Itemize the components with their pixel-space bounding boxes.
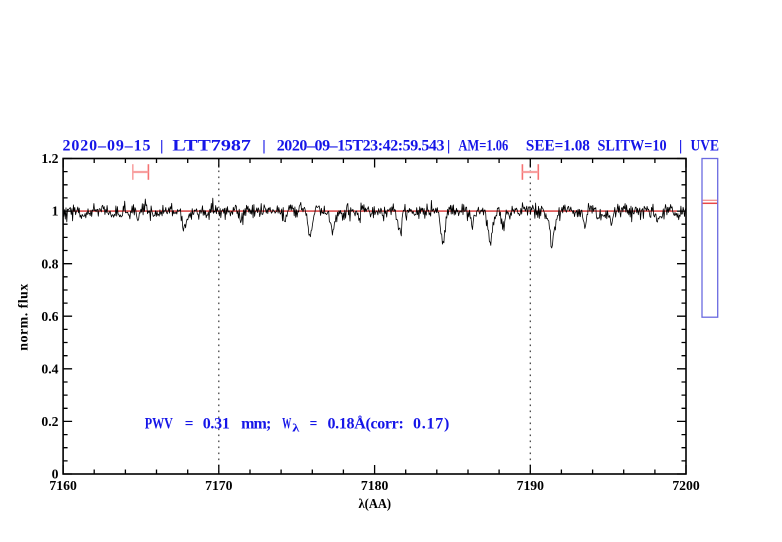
svg-text:2020–09–15: 2020–09–15: [63, 138, 151, 155]
svg-text:|: |: [160, 139, 164, 155]
svg-text:7200: 7200: [672, 478, 700, 493]
svg-text:mm;: mm;: [241, 415, 271, 432]
svg-text:|: |: [447, 139, 451, 155]
svg-text:7160: 7160: [49, 478, 77, 493]
svg-text:0.4: 0.4: [41, 361, 58, 376]
svg-text:2020–09–15T23:42:59.543: 2020–09–15T23:42:59.543: [277, 138, 445, 155]
svg-text:7170: 7170: [205, 478, 233, 493]
svg-text:SEE=1.08: SEE=1.08: [526, 138, 590, 155]
svg-text:0.2: 0.2: [41, 414, 58, 429]
svg-text:7190: 7190: [517, 478, 545, 493]
svg-text:1: 1: [52, 204, 59, 219]
svg-text:0: 0: [52, 467, 59, 482]
svg-text:=: =: [185, 415, 194, 432]
svg-text:0.18Å(corr:: 0.18Å(corr:: [328, 414, 404, 432]
svg-text:AM=1.06: AM=1.06: [458, 138, 508, 155]
svg-text:UVE: UVE: [691, 138, 720, 155]
svg-text:0.8: 0.8: [41, 256, 58, 271]
svg-text:=: =: [310, 415, 318, 432]
svg-text:0.31: 0.31: [203, 415, 230, 432]
svg-text:norm. flux: norm. flux: [17, 284, 32, 351]
svg-text:7180: 7180: [361, 478, 389, 493]
svg-text:λ: λ: [292, 420, 299, 434]
svg-text:|: |: [262, 139, 266, 155]
svg-text:0.17): 0.17): [413, 415, 449, 432]
svg-text:0.6: 0.6: [41, 309, 58, 324]
svg-text:1.2: 1.2: [41, 151, 58, 166]
svg-text:W: W: [282, 415, 291, 432]
svg-text:|: |: [679, 139, 683, 155]
svg-text:LTT7987: LTT7987: [172, 138, 251, 155]
svg-text:λ(AA): λ(AA): [359, 496, 392, 511]
svg-text:PWV: PWV: [145, 415, 174, 432]
svg-text:SLITW=10: SLITW=10: [598, 138, 667, 155]
